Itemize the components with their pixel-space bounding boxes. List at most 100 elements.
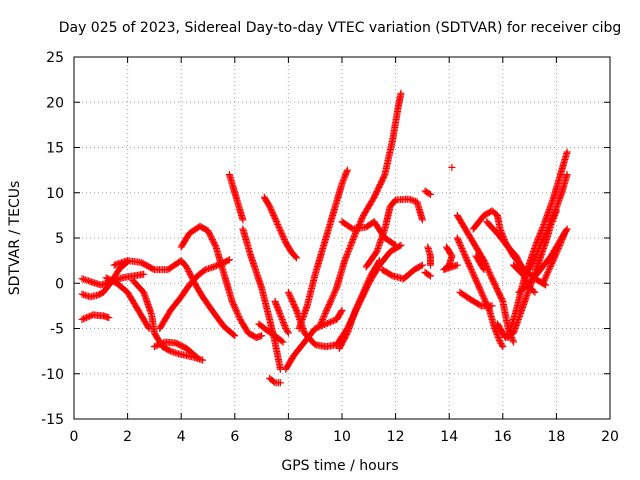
x-tick-label: 4 [177,429,186,445]
data-point [211,242,219,250]
data-point [234,311,242,319]
data-point [542,229,550,237]
data-point [540,234,548,242]
data-point [323,305,331,313]
data-point [210,239,218,247]
data-point [233,309,241,317]
series-sat-aa [448,163,456,171]
data-point [480,294,488,302]
data-point [521,273,529,281]
data-point [192,352,200,360]
series-sat-an [539,229,568,287]
data-point [357,216,365,224]
data-point [467,264,475,272]
data-point [531,254,539,262]
data-point [459,248,467,256]
data-point [358,291,366,299]
data-point [554,245,562,253]
series-sat-x [421,187,434,199]
data-point [470,272,478,280]
data-point [200,267,208,275]
data-point [311,325,319,332]
data-point [463,255,471,263]
data-point [541,275,549,283]
data-point [532,251,540,259]
data-point [510,338,518,346]
data-point [290,300,298,308]
data-point [279,338,287,346]
data-point [193,353,201,361]
data-point [338,306,346,314]
data-point [471,275,479,283]
data-point [498,341,506,349]
data-point [353,303,361,311]
data-point [318,317,326,325]
data-point [539,236,547,244]
series-sat-j [225,171,247,224]
data-point [355,297,363,305]
data-point [286,293,294,301]
data-point [477,288,485,296]
data-point [356,296,364,304]
data-point [357,294,365,302]
data-point [183,263,191,271]
x-tick-label: 6 [230,429,239,445]
data-point [550,254,558,262]
data-point [546,220,554,228]
data-point [284,288,292,296]
data-point [353,302,361,310]
y-tick-label: 10 [46,186,64,202]
data-point [208,234,216,242]
data-point [267,205,275,213]
series-sat-ag [472,252,488,274]
data-point [287,294,295,302]
data-point [479,291,487,299]
data-point [291,253,299,261]
series-sat-ah [483,218,526,271]
data-point [545,222,553,230]
data-point [473,279,481,287]
data-point [211,240,219,248]
data-point [534,246,542,254]
data-point [454,236,462,244]
data-point [481,296,489,304]
data-point [471,273,479,281]
data-point [481,258,489,266]
data-point [357,217,365,225]
data-point [268,207,276,215]
x-tick-label: 8 [284,429,293,445]
data-point [469,270,477,278]
data-point [288,297,296,305]
data-point [540,276,548,284]
data-point [457,242,465,250]
data-point [474,281,482,289]
y-axis-label: SDTVAR / TECUs [7,181,23,296]
x-tick-label: 10 [333,429,351,445]
data-point [365,276,373,284]
data-point [540,232,548,240]
series-sat-f [129,277,207,364]
data-point [275,223,283,231]
data-point [461,251,469,259]
data-point [279,232,287,240]
series-sat-i [177,222,266,342]
data-point [462,254,470,262]
data-point [86,312,94,320]
data-point [563,171,571,179]
data-point [276,379,284,387]
data-point [155,341,163,349]
data-point [354,300,362,308]
data-point [467,266,475,274]
data-point [270,211,278,219]
data-point [207,233,215,241]
series-sat-k [239,225,284,373]
data-point [81,314,89,322]
data-point [487,272,495,280]
data-point [358,214,366,222]
data-point [397,89,405,97]
data-point [277,228,285,236]
data-point [538,239,546,247]
data-point [206,231,214,239]
data-point [477,287,485,295]
